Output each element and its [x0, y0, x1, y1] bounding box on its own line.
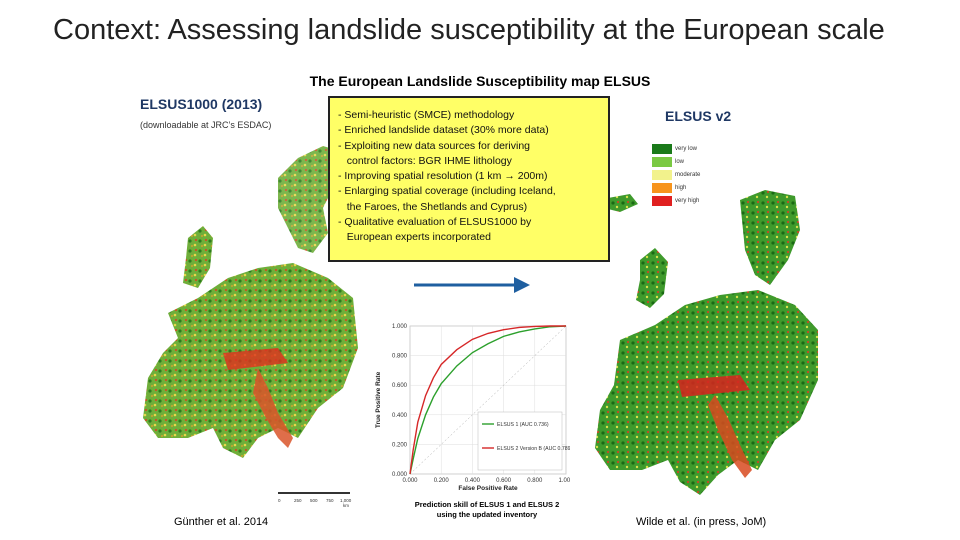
scandinavia-shape [740, 190, 800, 285]
legend-item: very low [652, 142, 700, 155]
map-legend: very low low moderate high very high [652, 142, 700, 207]
elsus1000-map: 0 250 500 750 1,000 km [143, 146, 358, 508]
italy-shape [708, 395, 752, 478]
legend-label: moderate [675, 171, 701, 178]
bullet-line: the Faroes, the Shetlands and Cyprus) [338, 200, 528, 213]
left-map-download-note: (downloadable at JRC’s ESDAC) [140, 120, 272, 130]
scandinavia-shape [278, 146, 343, 253]
legend-label: very high [675, 197, 700, 204]
roc-chart: 0.000 0.200 0.400 0.600 0.800 1.000 0.000 0.200… [375, 324, 570, 492]
legend-label: very low [675, 145, 698, 152]
roc-x-tick-label: 0.600 [496, 478, 512, 484]
right-map-heading: ELSUS v2 [665, 108, 732, 124]
scalebar-label-2: 500 [310, 498, 318, 503]
bullet-line: European experts incorporated [338, 231, 491, 244]
roc-caption-line: Prediction skill of ELSUS 1 and ELSUS 2 [414, 500, 560, 509]
legend-swatch [652, 143, 672, 154]
improvements-box: - Semi-heuristic (SMCE) methodology - En… [328, 96, 610, 262]
scalebar-label-0: 0 [278, 498, 281, 503]
uk-shape [183, 226, 213, 288]
roc-y-tick-label: 1.000 [392, 324, 408, 330]
slide-title: Context: Assessing landslide susceptibil… [53, 14, 885, 46]
bullet-line: - Enlarging spatial coverage (including … [338, 185, 556, 198]
bullet-line: - Semi-heuristic (SMCE) methodology [338, 109, 515, 121]
scalebar: 0 250 500 750 1,000 km [278, 492, 352, 508]
roc-series-line [409, 325, 566, 475]
roc-x-tick-label: 0.000 [402, 478, 418, 484]
scalebar-label-1: 250 [294, 498, 302, 503]
elsus-v2-map [595, 190, 818, 495]
alps-shape [678, 375, 750, 397]
legend-item: moderate [652, 168, 700, 181]
roc-y-tick-label: 0.000 [392, 472, 408, 478]
roc-legend-label: ELSUS 2 Version B (AUC 0.789) [497, 446, 570, 452]
legend-label: low [675, 158, 685, 165]
roc-y-axis-label: True Positive Rate [375, 371, 382, 428]
scalebar-unit: km [343, 503, 349, 508]
roc-y-tick-label: 0.200 [392, 442, 408, 448]
legend-swatch [652, 182, 672, 193]
bullet-line: - Enriched landslide dataset (30% more d… [338, 124, 549, 137]
roc-caption-line: using the updated inventory [436, 510, 538, 519]
iceland-shape [604, 194, 638, 212]
bullet-line: - Exploiting new data sources for derivi… [338, 139, 531, 152]
roc-x-tick-label: 0.200 [434, 478, 450, 484]
left-citation: Günther et al. 2014 [174, 516, 269, 528]
roc-x-tick-label: 0.800 [527, 478, 543, 484]
uk-shape [636, 248, 668, 308]
left-map-heading: ELSUS1000 (2013) [140, 96, 263, 112]
legend-item: low [652, 155, 700, 168]
roc-y-tick-label: 0.600 [392, 383, 408, 389]
roc-legend-label: ELSUS 1 (AUC 0.736) [497, 422, 549, 428]
roc-x-axis-label: False Positive Rate [458, 485, 518, 492]
legend-item: very high [652, 194, 700, 207]
legend-label: high [675, 184, 687, 191]
roc-series-line [409, 325, 567, 475]
scalebar-label-3: 750 [326, 498, 334, 503]
right-citation: Wilde et al. (in press, JoM) [636, 516, 767, 528]
roc-x-tick-label: 0.400 [465, 478, 481, 484]
legend-swatch [652, 156, 672, 167]
roc-y-tick-label: 0.400 [392, 413, 408, 419]
legend-swatch [652, 169, 672, 180]
bullet-line: - Improving spatial resolution (1 km → 2… [338, 170, 548, 183]
bullet-line: control factors: BGR IHME lithology [338, 154, 512, 167]
right-arrow-icon [414, 277, 530, 293]
italy-shape [253, 368, 293, 448]
slide-subtitle: The European Landslide Susceptibility ma… [309, 73, 651, 89]
roc-chart-caption: Prediction skill of ELSUS 1 and ELSUS 2 … [406, 500, 568, 520]
roc-x-tick-label: 1.000 [558, 478, 570, 484]
roc-legend-box [477, 411, 563, 471]
alps-shape [223, 348, 288, 370]
legend-item: high [652, 181, 700, 194]
bullet-line: - Qualitative evaluation of ELSUS1000 by [338, 216, 532, 229]
roc-y-tick-label: 0.800 [392, 354, 408, 360]
scalebar-label-4: 1,000 [340, 498, 352, 503]
legend-swatch [652, 195, 672, 206]
